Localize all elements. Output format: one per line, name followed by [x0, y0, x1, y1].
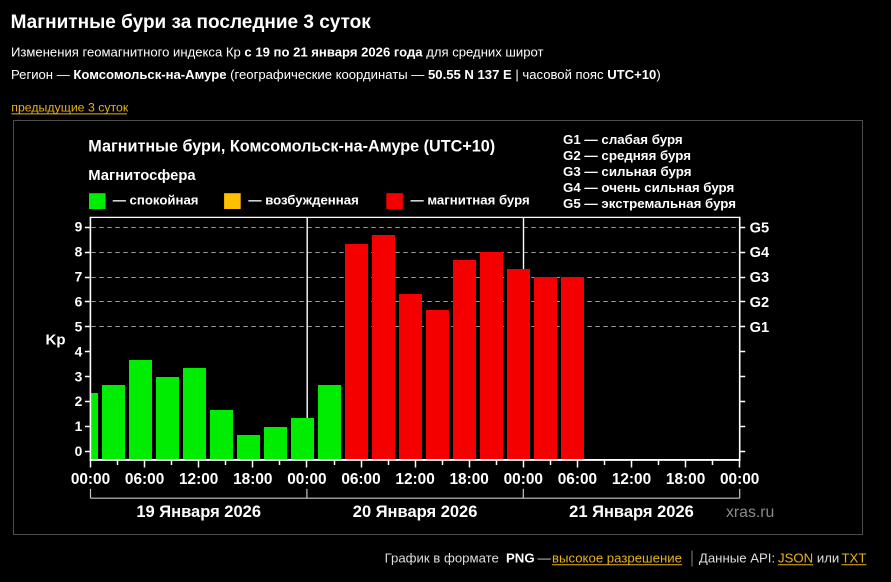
svg-text:06:00: 06:00: [125, 471, 164, 488]
svg-text:— спокойная: — спокойная: [113, 193, 199, 208]
svg-text:G4 — очень сильная буря: G4 — очень сильная буря: [563, 180, 734, 195]
svg-text:21 Января 2026: 21 Января 2026: [569, 503, 694, 521]
svg-text:Магнитосфера: Магнитосфера: [88, 168, 196, 184]
svg-text:G2 — средняя буря: G2 — средняя буря: [563, 148, 691, 163]
svg-text:06:00: 06:00: [341, 471, 380, 488]
svg-text:2: 2: [75, 394, 83, 409]
svg-text:G2: G2: [750, 295, 769, 311]
svg-text:00:00: 00:00: [287, 471, 326, 488]
svg-text:0: 0: [75, 444, 83, 459]
svg-text:предыдущие 3 суток: предыдущие 3 суток: [11, 101, 129, 115]
svg-text:Магнитные бури за последние 3: Магнитные бури за последние 3 суток: [11, 12, 372, 33]
svg-text:19 Января 2026: 19 Января 2026: [136, 503, 261, 521]
svg-text:Kp: Kp: [46, 332, 66, 349]
svg-text:18:00: 18:00: [666, 471, 705, 488]
svg-text:00:00: 00:00: [504, 471, 543, 488]
svg-text:9: 9: [75, 220, 83, 235]
svg-text:5: 5: [75, 319, 83, 334]
svg-text:12:00: 12:00: [395, 471, 434, 488]
svg-text:G4: G4: [750, 245, 770, 261]
svg-text:6: 6: [75, 295, 83, 310]
svg-text:Магнитные бури, Комсомольск-на: Магнитные бури, Комсомольск-на-Амуре (UT…: [88, 138, 495, 156]
svg-text:00:00: 00:00: [720, 471, 759, 488]
svg-text:06:00: 06:00: [558, 471, 597, 488]
svg-text:— магнитная буря: — магнитная буря: [411, 193, 530, 208]
svg-text:00:00: 00:00: [71, 471, 110, 488]
svg-text:7: 7: [75, 270, 83, 285]
svg-text:20 Января 2026: 20 Января 2026: [353, 503, 478, 521]
svg-text:18:00: 18:00: [450, 471, 489, 488]
svg-text:12:00: 12:00: [179, 471, 218, 488]
svg-text:— возбужденная: — возбужденная: [248, 193, 358, 208]
svg-text:Регион — Комсомольск-на-Амуре: Регион — Комсомольск-на-Амуре (географич…: [11, 67, 661, 82]
svg-text:xras.ru: xras.ru: [726, 504, 774, 521]
svg-text:G5: G5: [750, 220, 769, 236]
svg-text:G1: G1: [750, 320, 769, 336]
svg-text:G3: G3: [750, 270, 769, 286]
svg-text:3: 3: [75, 369, 83, 384]
svg-text:18:00: 18:00: [233, 471, 272, 488]
svg-text:8: 8: [75, 245, 83, 260]
svg-text:График в формате PNG — высокое: График в формате PNG — высокое разрешени…: [385, 550, 867, 566]
svg-text:G1 — слабая буря: G1 — слабая буря: [563, 132, 683, 147]
svg-text:Изменения геомагнитного индекс: Изменения геомагнитного индекса Кр с 19 …: [11, 45, 544, 60]
svg-text:G3 — сильная буря: G3 — сильная буря: [563, 164, 691, 179]
svg-text:G5 — экстремальная буря: G5 — экстремальная буря: [563, 196, 736, 211]
svg-text:4: 4: [75, 344, 83, 359]
svg-text:1: 1: [75, 419, 83, 434]
svg-text:12:00: 12:00: [612, 471, 651, 488]
